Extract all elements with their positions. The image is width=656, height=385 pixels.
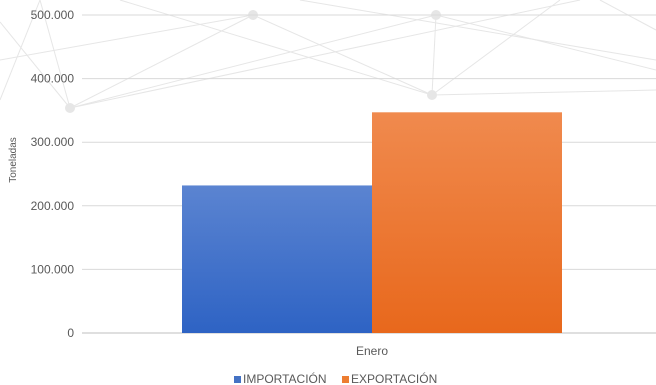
y-tick-label: 300.000	[31, 135, 75, 149]
legend-label-exportacion: EXPORTACIÓN	[351, 371, 437, 385]
legend-swatch-importacion	[234, 376, 241, 383]
y-tick-label: 400.000	[31, 72, 75, 86]
x-tick-label: Enero	[356, 344, 388, 358]
legend-swatch-exportacion	[342, 376, 349, 383]
background-pattern	[0, 0, 656, 113]
legend-label-importacion: IMPORTACIÓN	[243, 371, 327, 385]
bar-importacion-enero	[182, 185, 372, 333]
legend: IMPORTACIÓN EXPORTACIÓN	[234, 371, 437, 385]
y-tick-label: 100.000	[31, 262, 75, 276]
bars	[182, 112, 562, 333]
y-axis-title: Toneladas	[8, 137, 19, 183]
y-tick-label: 0	[67, 326, 74, 340]
y-tick-label: 500.000	[31, 8, 75, 22]
y-tick-label: 200.000	[31, 199, 75, 213]
bar-exportacion-enero	[372, 112, 562, 333]
y-axis-ticks: 0 100.000 200.000 300.000 400.000 500.000	[31, 8, 75, 340]
